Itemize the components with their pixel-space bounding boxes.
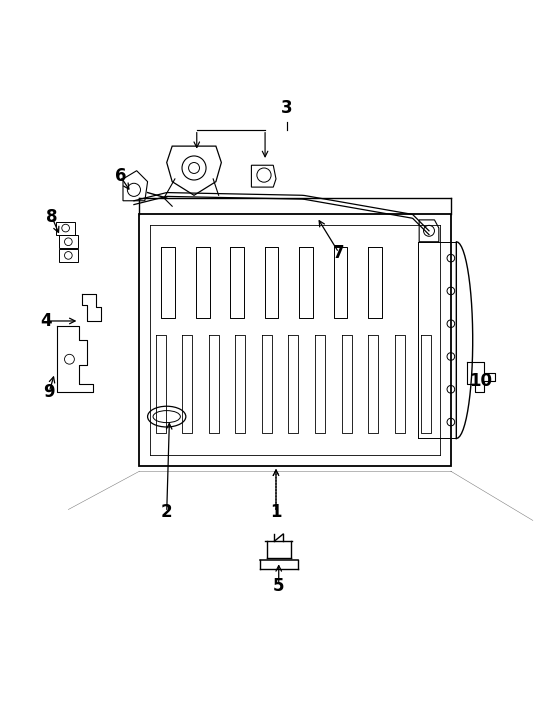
Text: 5: 5 (273, 577, 284, 595)
Text: 7: 7 (333, 244, 344, 262)
Text: 4: 4 (41, 312, 52, 330)
Text: 6: 6 (114, 167, 126, 185)
Text: 10: 10 (469, 372, 492, 390)
Text: 8: 8 (46, 208, 58, 226)
Text: 3: 3 (281, 99, 293, 117)
Text: 1: 1 (270, 503, 282, 521)
Text: 9: 9 (44, 383, 55, 401)
Text: 2: 2 (161, 503, 173, 521)
